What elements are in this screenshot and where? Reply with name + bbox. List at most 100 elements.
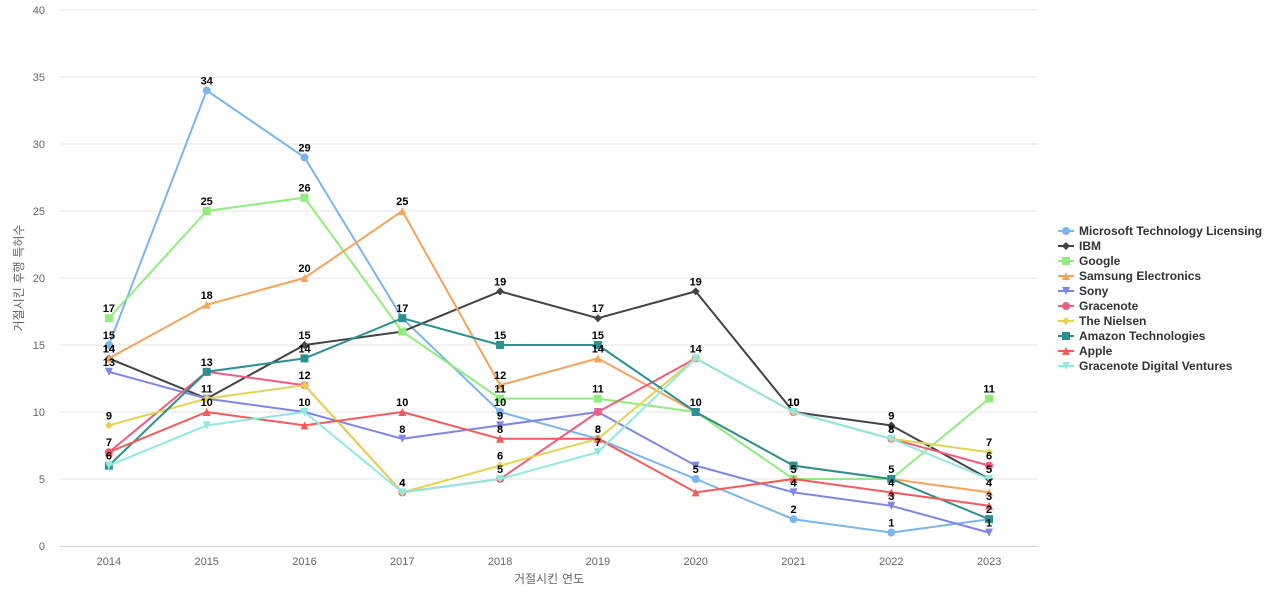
series-line: [108, 317, 990, 521]
y-tick-label: 20: [33, 273, 45, 285]
data-point: [398, 408, 407, 416]
legend-symbol-icon: [1058, 226, 1074, 235]
data-label: 6: [497, 451, 503, 463]
data-point: [104, 354, 113, 363]
legend-label: IBM: [1079, 238, 1101, 253]
data-point: [202, 207, 211, 215]
data-label: 10: [494, 397, 506, 409]
data-label: 8: [888, 424, 894, 436]
x-axis-title: 거절시킨 연도: [514, 572, 584, 586]
data-label: 1: [888, 518, 894, 530]
data-point: [104, 367, 113, 376]
data-point: [202, 86, 211, 95]
data-label: 29: [298, 142, 310, 154]
legend-item-gracenote-digital-ventures[interactable]: Gracenote Digital Ventures: [1058, 358, 1262, 373]
data-point: [887, 501, 896, 510]
data-point: [985, 448, 994, 457]
data-point: [398, 488, 407, 497]
data-label: 26: [298, 183, 310, 195]
data-point: [300, 341, 309, 349]
data-point: [789, 475, 798, 483]
data-label: 7: [986, 437, 992, 449]
y-tick-label: 15: [33, 340, 45, 352]
series-line: [107, 89, 990, 534]
legend-item-samsung-electronics[interactable]: Samsung Electronics: [1058, 268, 1262, 283]
y-tick-label: 0: [39, 541, 45, 553]
series-ibm: [104, 287, 994, 483]
data-label: 17: [396, 303, 408, 315]
data-label: 14: [103, 343, 116, 355]
data-point: [985, 488, 994, 497]
data-label: 8: [595, 424, 601, 436]
y-tick-label: 30: [33, 139, 45, 151]
data-point: [496, 461, 505, 470]
data-point: [691, 488, 700, 497]
legend-item-sony[interactable]: Sony: [1058, 283, 1262, 298]
series-gracenote-digital-ventures: [104, 354, 994, 497]
y-tick-label: 5: [39, 474, 45, 486]
data-label: 14: [690, 343, 703, 355]
data-label: 18: [201, 290, 213, 302]
legend-symbol-icon: [1058, 241, 1074, 250]
x-tick-label: 2022: [879, 556, 903, 568]
data-point: [398, 314, 407, 323]
legend-item-microsoft-technology-licensing[interactable]: Microsoft Technology Licensing: [1058, 223, 1262, 238]
legend-item-ibm[interactable]: IBM: [1058, 238, 1262, 253]
x-tick-label: 2017: [390, 556, 414, 568]
legend-symbol-icon: [1058, 361, 1074, 370]
data-label: 7: [106, 437, 112, 449]
legend-label: Amazon Technologies: [1079, 328, 1206, 343]
series-line: [108, 290, 990, 480]
data-point: [691, 287, 700, 296]
data-point: [691, 354, 700, 363]
data-label: 10: [201, 397, 213, 409]
data-label: 5: [986, 464, 992, 476]
data-point: [300, 408, 309, 416]
data-point: [496, 475, 505, 483]
legend-item-the-nielsen[interactable]: The Nielsen: [1058, 313, 1262, 328]
data-label: 5: [693, 464, 699, 476]
data-point: [887, 528, 896, 537]
data-point: [691, 408, 700, 416]
legend-symbol-icon: [1058, 346, 1074, 355]
data-label: 11: [494, 384, 506, 396]
data-point: [398, 434, 407, 443]
data-point: [104, 341, 113, 349]
x-tick-label: 2015: [194, 556, 218, 568]
data-point: [202, 300, 211, 309]
data-point: [104, 461, 113, 470]
legend-item-google[interactable]: Google: [1058, 253, 1262, 268]
data-label: 19: [494, 276, 506, 288]
legend-label: Samsung Electronics: [1079, 268, 1202, 283]
data-label: 10: [298, 397, 310, 409]
data-label: 15: [592, 330, 604, 342]
data-label: 20: [298, 263, 310, 275]
legend-item-gracenote[interactable]: Gracenote: [1058, 298, 1262, 313]
x-axis-ticks: 2014 2015 2016 2017 2018 2019 2020 2021 2022 2023: [97, 556, 1002, 568]
x-tick-label: 2020: [683, 556, 707, 568]
x-tick-label: 2021: [781, 556, 805, 568]
data-label: 17: [103, 303, 115, 315]
data-label: 2: [790, 504, 796, 516]
x-tick-label: 2016: [292, 556, 316, 568]
data-point: [593, 354, 602, 363]
data-point: [691, 475, 700, 483]
data-label: 17: [592, 303, 604, 315]
data-point: [496, 408, 505, 416]
y-tick-label: 40: [33, 5, 45, 17]
data-point: [887, 434, 896, 443]
legend-label: Gracenote: [1079, 298, 1139, 313]
data-point: [593, 434, 602, 443]
data-label: 4: [399, 477, 406, 489]
data-point: [985, 528, 994, 537]
data-label: 3: [888, 491, 894, 503]
data-label: 11: [592, 384, 604, 396]
y-axis-title: 거절시킨 후행 특허수: [11, 225, 26, 332]
data-label: 10: [396, 397, 408, 409]
legend-item-amazon-technologies[interactable]: Amazon Technologies: [1058, 328, 1262, 343]
data-label: 12: [494, 370, 506, 382]
legend-item-apple[interactable]: Apple: [1058, 343, 1262, 358]
data-label: 13: [201, 357, 213, 369]
data-label: 15: [494, 330, 506, 342]
